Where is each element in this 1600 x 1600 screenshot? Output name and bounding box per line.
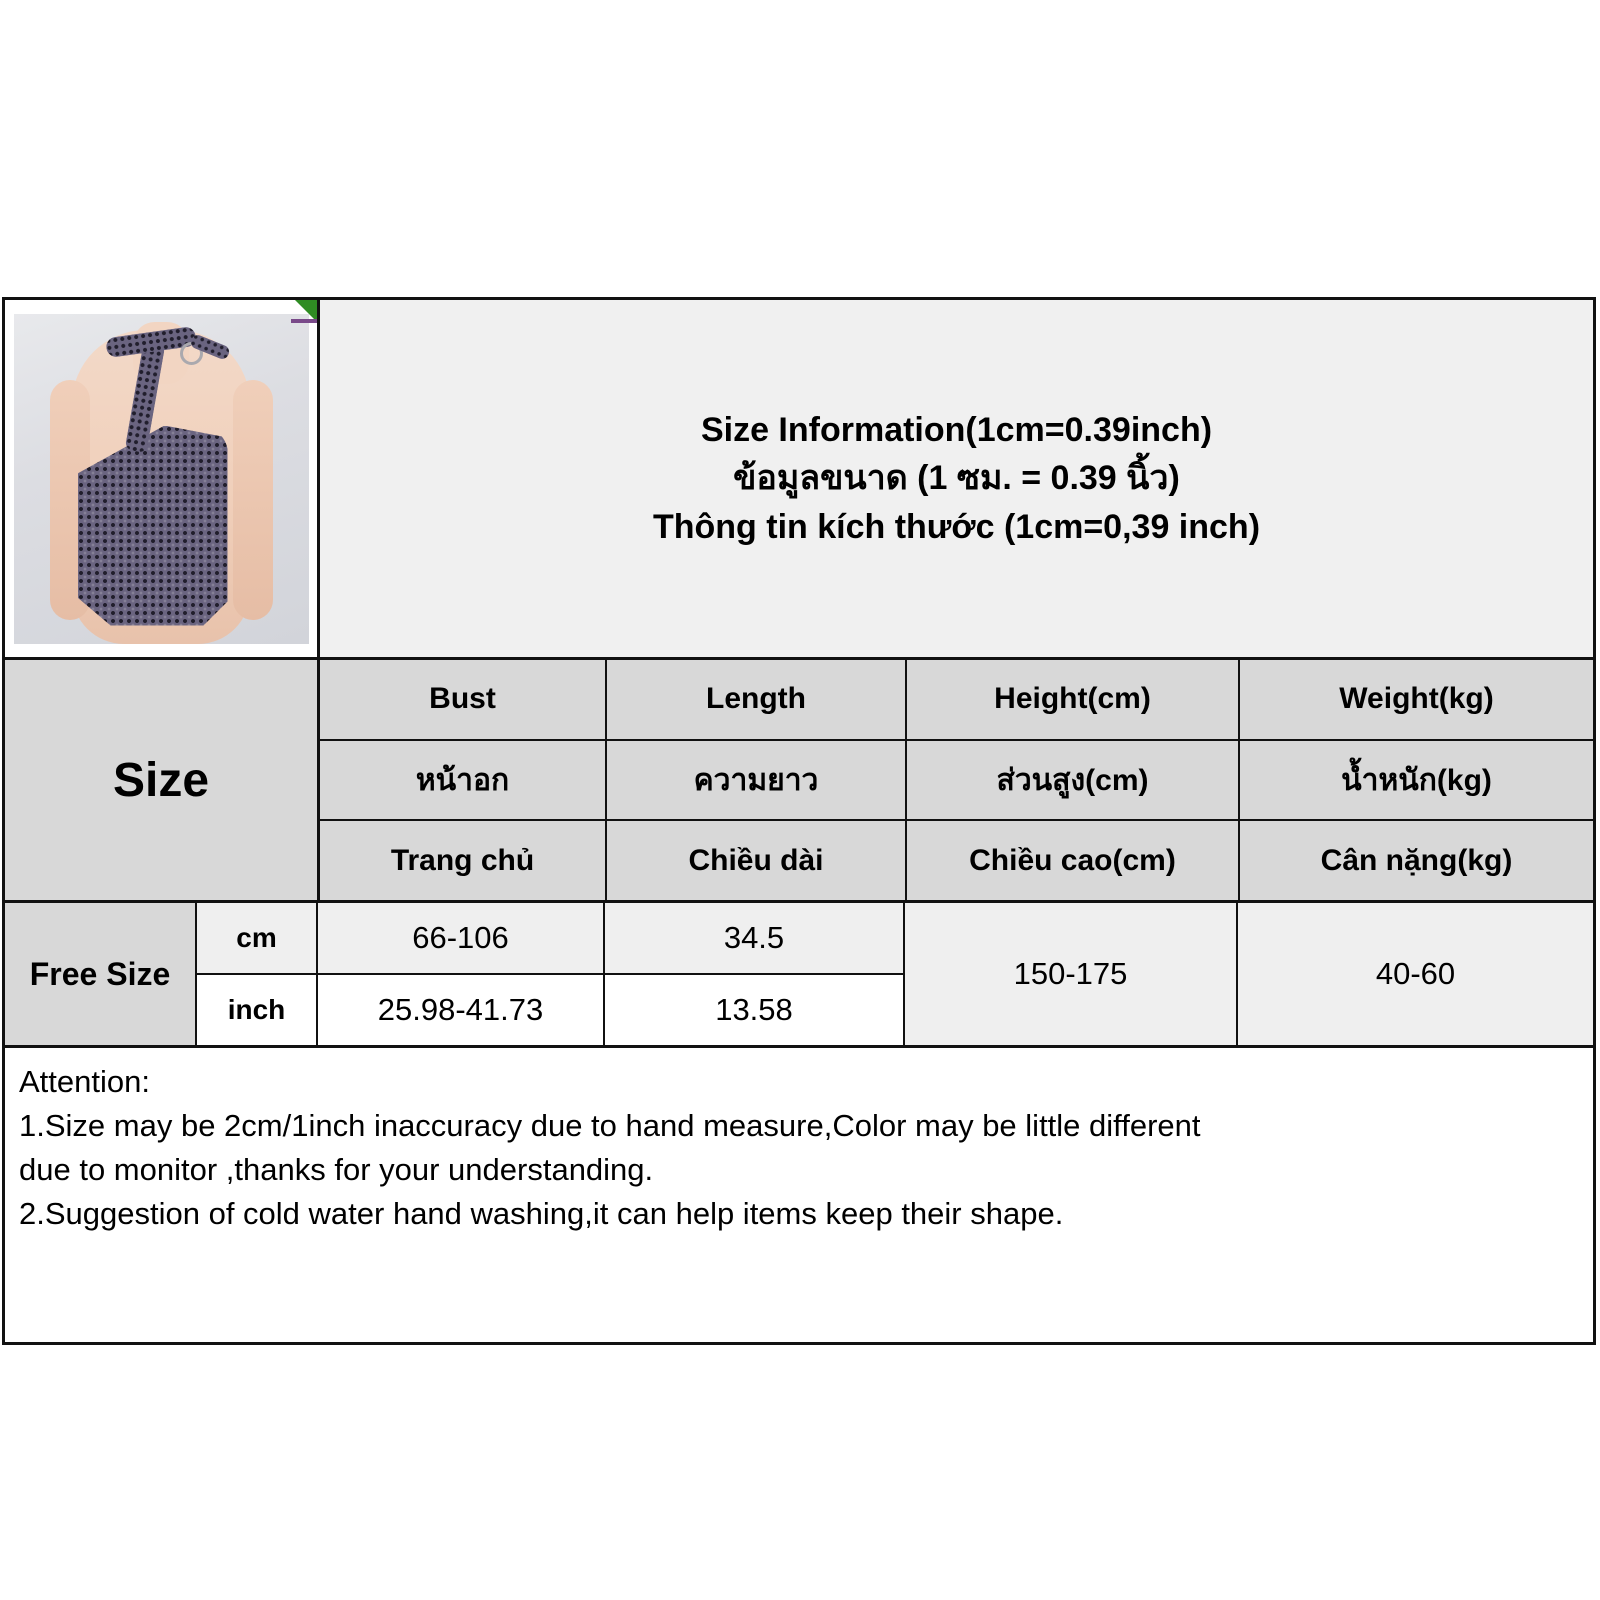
column-length-values: 34.5 13.58	[605, 903, 905, 1045]
header-row-english: Bust Length Height(cm) Weight(kg)	[320, 660, 1593, 741]
size-chart: Size Information(1cm=0.39inch) ข้อมูลขนา…	[2, 297, 1596, 1345]
header-row-vietnamese: Trang chủ Chiều dài Chiều cao(cm) Cân nặ…	[320, 821, 1593, 901]
chart-header-band: Size Information(1cm=0.39inch) ข้อมูลขนา…	[5, 300, 1593, 660]
green-corner-marker-icon	[291, 300, 317, 323]
bust-inch-value: 25.98-41.73	[318, 975, 603, 1045]
title-cell: Size Information(1cm=0.39inch) ข้อมูลขนา…	[320, 300, 1593, 657]
model-arm-right	[232, 379, 273, 620]
column-bust-values: 66-106 25.98-41.73	[318, 903, 605, 1045]
attention-line-1-cont: due to monitor ,thanks for your understa…	[19, 1152, 654, 1188]
unit-cell-inch: inch	[197, 975, 316, 1045]
header-bust-vi: Trang chủ	[320, 821, 607, 901]
attention-block: Attention: 1.Size may be 2cm/1inch inacc…	[5, 1048, 1593, 1342]
header-weight-en: Weight(kg)	[1240, 660, 1593, 739]
header-length-th: ความยาว	[607, 740, 907, 820]
product-image-cell	[5, 300, 320, 657]
attention-line-2: 2.Suggestion of cold water hand washing,…	[19, 1196, 1064, 1232]
header-columns: Bust Length Height(cm) Weight(kg) หน้าอก…	[320, 660, 1593, 901]
length-inch-value: 13.58	[605, 975, 903, 1045]
header-weight-vi: Cân nặng(kg)	[1240, 821, 1593, 901]
size-label-text: Size	[112, 753, 210, 807]
header-row-thai: หน้าอก ความยาว ส่วนสูง(cm) น้ำหนัก(kg)	[320, 740, 1593, 822]
title-line-thai: ข้อมูลขนาด (1 ซม. = 0.39 นิ้ว)	[733, 459, 1180, 498]
unit-cell-cm: cm	[197, 903, 316, 975]
header-height-vi: Chiều cao(cm)	[907, 821, 1240, 901]
attention-heading: Attention:	[19, 1064, 150, 1099]
purple-edge-marker-icon	[291, 319, 317, 323]
header-bust-th: หน้าอก	[320, 740, 607, 820]
bust-cm-value: 66-106	[318, 903, 603, 975]
table-data-band: Free Size cm inch 66-106 25.98-41.73 34.…	[5, 903, 1593, 1048]
header-height-en: Height(cm)	[907, 660, 1240, 739]
weight-value: 40-60	[1238, 903, 1593, 1045]
length-cm-value: 34.5	[605, 903, 903, 975]
header-bust-en: Bust	[320, 660, 607, 739]
size-label-cell: Size	[5, 660, 320, 900]
product-photo	[13, 313, 309, 644]
garment-body	[77, 425, 228, 626]
title-line-vietnamese: Thông tin kích thước (1cm=0,39 inch)	[652, 507, 1261, 546]
row-label-free-size: Free Size	[5, 903, 197, 1045]
unit-column: cm inch	[197, 903, 318, 1045]
header-height-th: ส่วนสูง(cm)	[907, 740, 1240, 820]
header-length-en: Length	[607, 660, 907, 739]
title-line-english: Size Information(1cm=0.39inch)	[700, 411, 1213, 450]
header-length-vi: Chiều dài	[607, 821, 907, 901]
header-weight-th: น้ำหนัก(kg)	[1240, 740, 1593, 820]
attention-line-1: 1.Size may be 2cm/1inch inaccuracy due t…	[19, 1108, 1201, 1144]
table-header-group: Size Bust Length Height(cm) Weight(kg) ห…	[5, 660, 1593, 903]
height-value: 150-175	[905, 903, 1238, 1045]
